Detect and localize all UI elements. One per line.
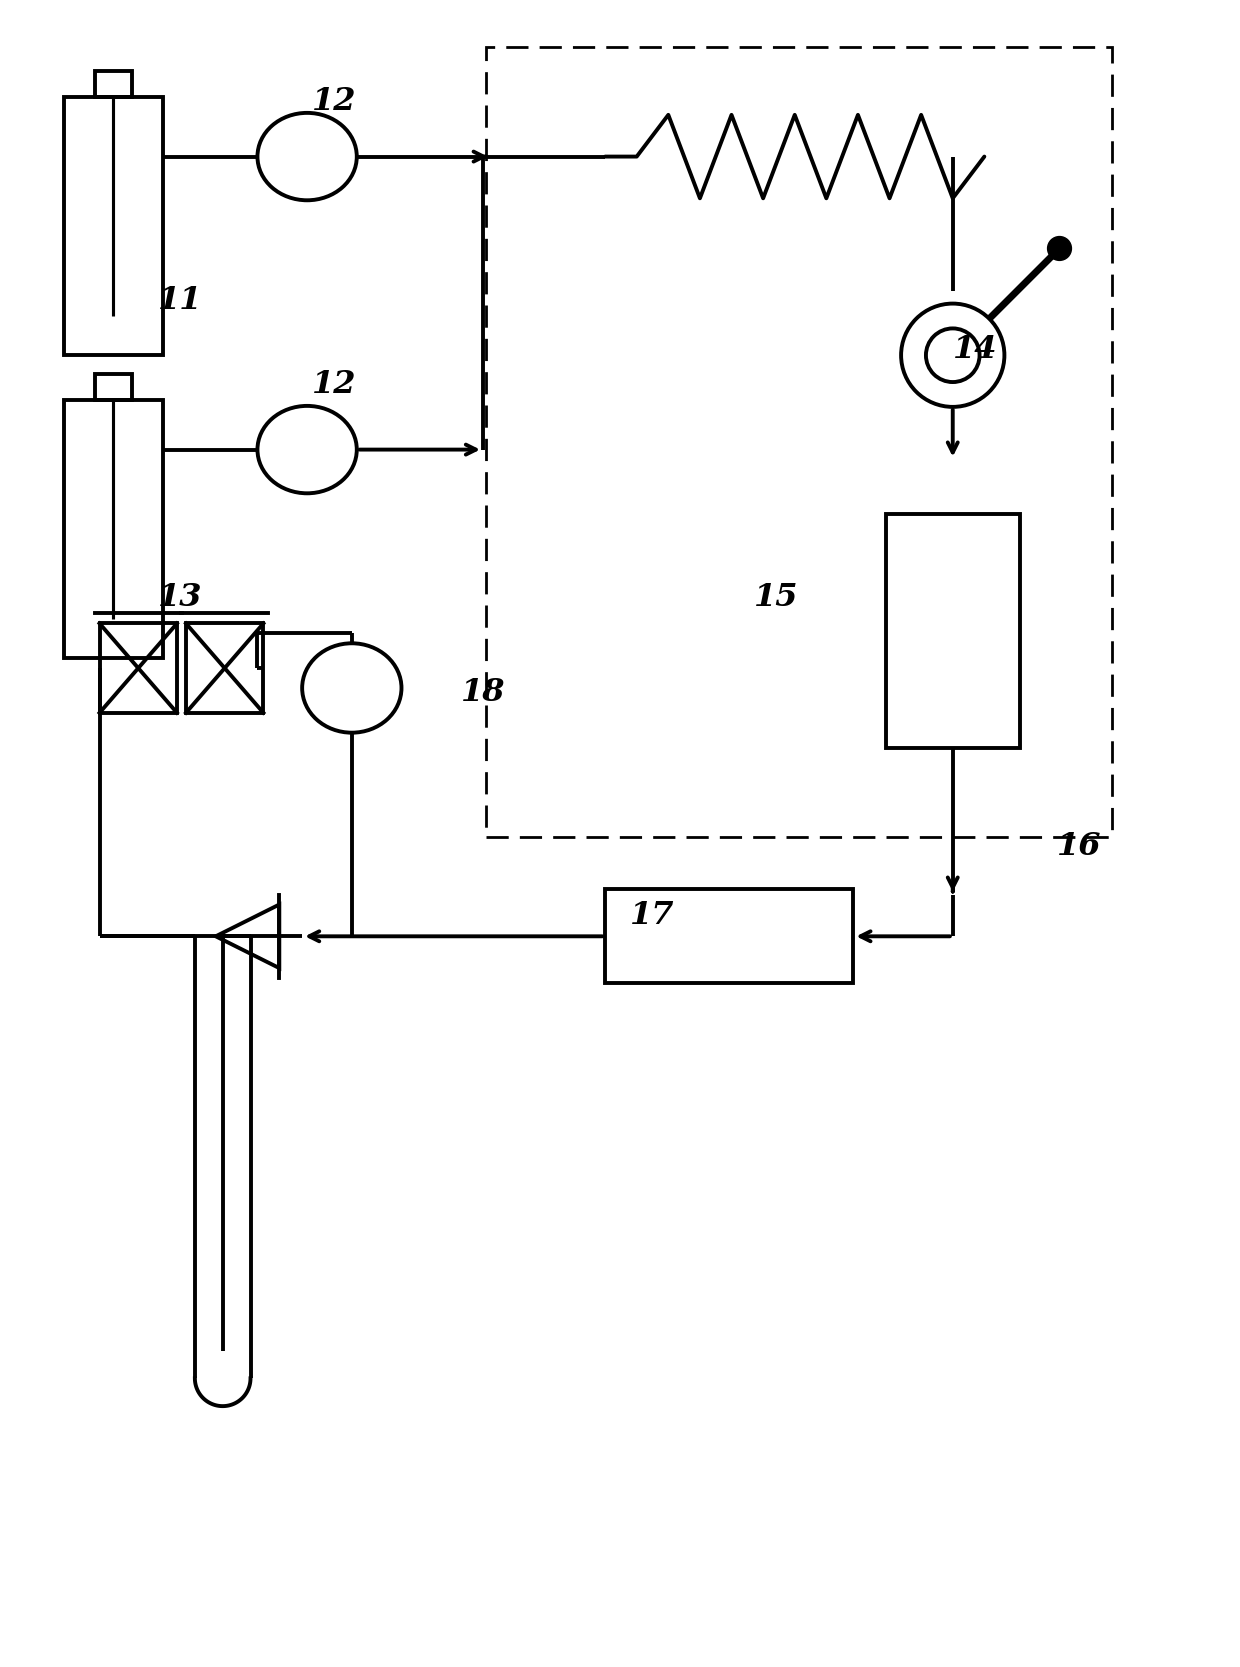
Text: 16: 16	[1056, 830, 1101, 862]
Text: 18: 18	[461, 677, 506, 708]
Bar	[186, 623, 263, 713]
Text: 14: 14	[952, 333, 997, 365]
Bar	[63, 400, 164, 658]
Bar	[605, 889, 853, 984]
Bar	[99, 623, 177, 713]
Text: 11: 11	[159, 285, 202, 315]
Text: 15: 15	[754, 582, 799, 613]
Text: 12: 12	[312, 85, 357, 117]
Text: 17: 17	[630, 900, 675, 932]
Text: 13: 13	[159, 582, 202, 613]
Bar	[885, 513, 1019, 747]
Bar	[94, 373, 133, 400]
Circle shape	[1048, 237, 1071, 260]
Bar	[94, 72, 133, 97]
Text: 12: 12	[312, 368, 357, 400]
Bar	[63, 97, 164, 355]
